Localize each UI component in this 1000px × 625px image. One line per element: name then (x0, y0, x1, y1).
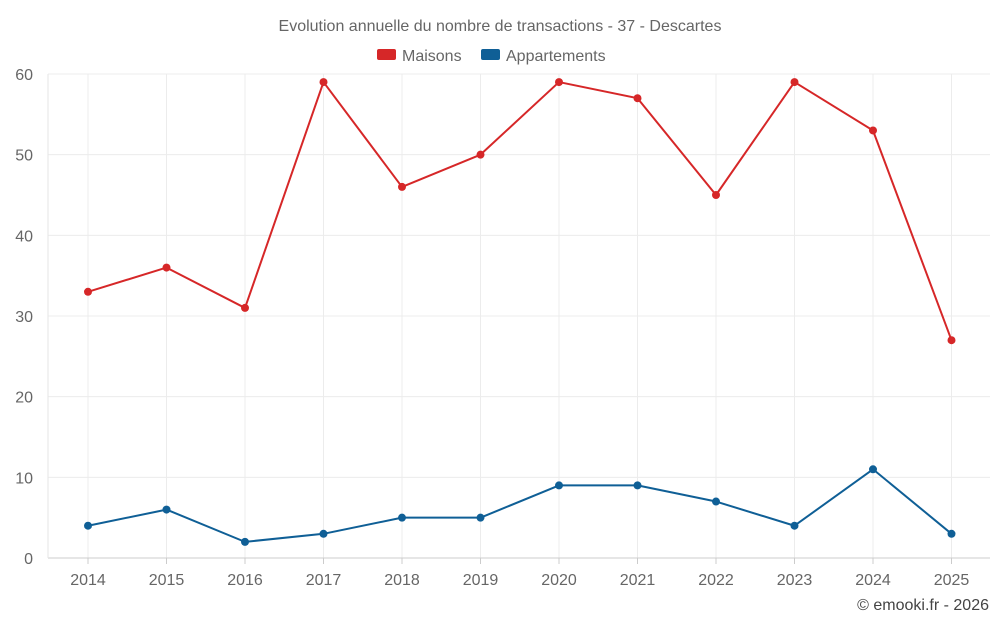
y-tick-label: 60 (15, 67, 33, 84)
chart-title: Evolution annuelle du nombre de transact… (279, 18, 722, 35)
legend-label-appartements[interactable]: Appartements (506, 48, 606, 65)
data-point-maisons[interactable] (633, 94, 642, 103)
data-point-appartements[interactable] (790, 521, 799, 530)
x-tick-label: 2015 (149, 572, 185, 589)
x-tick-label: 2022 (698, 572, 734, 589)
y-tick-label: 10 (15, 470, 33, 487)
legend-swatch-maisons (377, 49, 396, 60)
x-tick-label: 2017 (306, 572, 342, 589)
y-tick-label: 40 (15, 228, 33, 245)
x-tick-label: 2018 (384, 572, 420, 589)
data-point-appartements[interactable] (712, 497, 720, 506)
legend-swatch-appartements (481, 49, 500, 60)
credit-text: © emooki.fr - 2026 (857, 597, 989, 614)
x-tick-label: 2021 (620, 572, 656, 589)
x-tick-label: 2025 (934, 572, 970, 589)
data-point-appartements[interactable] (162, 505, 171, 514)
data-point-appartements[interactable] (947, 529, 956, 538)
data-point-maisons[interactable] (162, 263, 171, 272)
y-tick-label: 20 (15, 390, 33, 407)
data-point-appartements[interactable] (84, 521, 92, 530)
y-tick-label: 50 (15, 148, 33, 165)
data-point-maisons[interactable] (947, 336, 956, 345)
data-point-appartements[interactable] (555, 481, 563, 490)
x-tick-label: 2019 (463, 572, 499, 589)
x-tick-label: 2024 (855, 572, 891, 589)
data-point-maisons[interactable] (476, 150, 485, 159)
x-tick-label: 2016 (227, 572, 263, 589)
series-group (84, 78, 956, 546)
y-tick-label: 0 (24, 551, 33, 568)
data-point-maisons[interactable] (712, 191, 720, 199)
series-line-maisons (87, 81, 953, 341)
data-point-appartements[interactable] (398, 513, 406, 522)
data-point-appartements[interactable] (633, 481, 642, 490)
x-tick-label: 2020 (541, 572, 577, 589)
x-tick-label: 2023 (777, 572, 813, 589)
data-point-appartements[interactable] (869, 465, 877, 474)
data-point-maisons[interactable] (241, 303, 249, 312)
legend-label-maisons[interactable]: Maisons (402, 48, 462, 65)
data-point-appartements[interactable] (476, 513, 485, 522)
data-point-maisons[interactable] (84, 287, 92, 296)
legend: Maisons Appartements (377, 48, 606, 65)
series-line-appartements (87, 468, 953, 543)
data-point-maisons[interactable] (555, 78, 563, 87)
grid (48, 73, 990, 558)
data-point-appartements[interactable] (241, 537, 249, 546)
data-point-maisons[interactable] (398, 182, 406, 191)
x-tick-label: 2014 (70, 572, 106, 589)
data-point-maisons[interactable] (869, 126, 877, 135)
y-tick-label: 30 (15, 309, 33, 326)
data-point-maisons[interactable] (319, 78, 328, 87)
data-point-maisons[interactable] (790, 78, 799, 87)
axes: 0 10 20 30 40 50 60 2014 2015 2016 2017 2018 2019 202… (15, 67, 990, 589)
data-point-appartements[interactable] (319, 529, 328, 538)
